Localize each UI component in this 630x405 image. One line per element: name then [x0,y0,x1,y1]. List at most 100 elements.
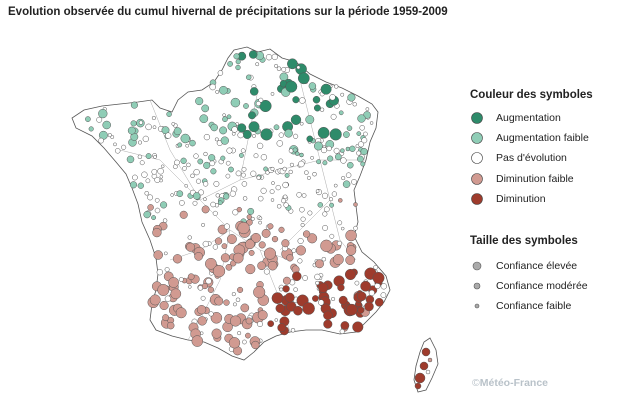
station-marker [144,191,149,196]
station-marker [255,101,261,107]
station-marker [345,172,352,178]
station-marker [322,224,329,231]
station-marker [237,131,244,139]
station-marker [88,126,94,132]
station-marker [203,161,211,169]
station-marker [210,312,223,324]
station-marker [188,285,192,289]
station-marker [187,235,192,240]
station-marker [231,126,238,133]
station-marker [310,155,314,160]
station-marker [282,285,290,293]
station-marker [287,58,298,70]
station-marker [320,83,332,95]
station-marker [340,148,345,153]
station-marker [241,181,248,187]
station-marker [340,157,347,164]
legend-size-faible [474,303,480,309]
station-marker [363,131,368,137]
station-marker [248,50,258,59]
station-marker [197,158,204,165]
station-marker [271,53,278,61]
station-marker [297,258,303,264]
station-marker [293,305,303,316]
legend-label-augmentation-faible: Augmentation faible [496,132,589,144]
station-marker [231,131,236,136]
station-marker [142,135,149,143]
station-marker [292,96,300,104]
station-marker [259,99,272,113]
station-marker [201,222,206,227]
station-marker [214,237,223,245]
station-marker [219,126,228,135]
station-marker [332,254,344,265]
station-marker [273,124,280,131]
station-marker [284,129,293,138]
station-marker [292,271,302,282]
station-marker [258,220,262,225]
station-marker [258,216,263,221]
station-marker [238,152,244,158]
station-marker [164,295,172,302]
station-marker [154,207,161,214]
legend-label-diminution: Diminution [496,193,546,205]
legend-swatch-diminution-faible [471,173,483,185]
station-marker [289,162,294,167]
station-marker [372,271,385,284]
station-marker [321,192,329,199]
station-marker [223,299,230,306]
station-marker [261,228,271,238]
station-marker [200,295,206,301]
legend-label-diminution-faible: Diminution faible [496,173,574,185]
station-marker [227,61,233,67]
station-marker [157,167,164,175]
station-marker [130,120,137,127]
station-marker [121,144,127,150]
station-marker [267,223,274,230]
station-marker [242,196,248,201]
station-marker [147,204,154,211]
station-marker [214,137,219,142]
station-marker [102,120,111,130]
station-marker [245,74,252,81]
station-marker [256,142,264,150]
station-marker [228,166,234,173]
station-marker [253,153,259,159]
station-marker [315,189,320,193]
station-marker [345,229,357,242]
station-marker [360,161,366,167]
station-marker [323,319,333,329]
station-marker [299,152,304,158]
station-marker [245,332,251,339]
station-marker [281,66,287,72]
copyright-icon: © [472,377,480,389]
station-marker [307,210,313,216]
station-marker [277,323,287,333]
credit-label: Météo-France [479,377,549,389]
station-marker [414,372,426,384]
station-marker [346,125,353,131]
station-marker [295,245,306,256]
station-marker [270,166,275,171]
station-marker [145,178,151,184]
legend-swatch-diminution [471,193,483,205]
station-marker [276,204,282,209]
station-marker [249,87,259,96]
station-marker [189,139,196,147]
station-marker [240,303,250,313]
station-marker [297,72,310,85]
station-marker [293,287,298,292]
station-marker [160,164,165,169]
station-marker [152,125,157,130]
station-marker [145,123,152,131]
station-marker [278,132,284,138]
station-marker [361,137,368,144]
station-marker [193,168,200,176]
station-marker [170,193,174,197]
station-marker [290,114,302,125]
station-marker [127,126,136,135]
station-marker [354,280,360,286]
station-marker [248,121,260,133]
station-marker [373,264,379,270]
station-marker [317,126,330,139]
